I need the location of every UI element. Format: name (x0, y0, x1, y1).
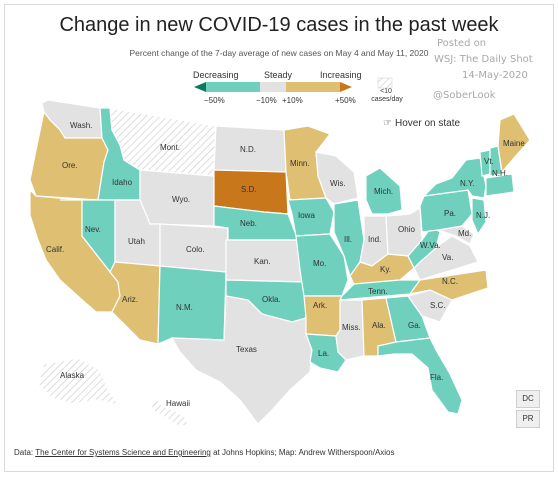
label-tx: Texas (236, 345, 257, 354)
label-or: Ore. (62, 161, 78, 170)
label-nj: N.J. (476, 211, 490, 220)
legend-tick-pos10: +10% (282, 96, 303, 105)
watermark-date: 14-May-2020 (462, 70, 528, 81)
state-ga[interactable] (385, 295, 431, 343)
state-wi[interactable] (315, 151, 359, 205)
label-ms: Miss. (342, 323, 361, 332)
watermark-handle: @SoberLook (433, 90, 496, 101)
source-link[interactable]: The Center for Systems Science and Engin… (35, 448, 211, 457)
label-ny: N.Y. (460, 179, 475, 188)
state-mi[interactable] (365, 167, 403, 215)
state-fl[interactable] (377, 337, 463, 415)
legend-swatch-few-cases (377, 77, 393, 89)
legend-arrow-left (194, 82, 206, 92)
legend-decreasing: Decreasing (193, 70, 239, 80)
legend-swatch-steady (260, 82, 286, 92)
source-suffix: at Johns Hopkins; Map: Andrew Witherspoo… (210, 448, 395, 457)
label-nm: N.M. (176, 303, 193, 312)
legend-few-cases-a: <10 (380, 88, 392, 95)
label-tn: Tenn. (368, 287, 388, 296)
label-nc: N.C. (442, 277, 458, 286)
label-ga: Ga. (408, 321, 421, 330)
legend-tick-neg50: −50% (204, 96, 225, 105)
source-prefix: Data: (14, 448, 36, 457)
label-in: Ind. (368, 235, 381, 244)
legend-arrow-right (340, 82, 352, 92)
label-az: Ariz. (122, 295, 138, 304)
label-al: Ala. (372, 321, 386, 330)
label-mi: Mich. (374, 187, 393, 196)
label-ak: Alaska (60, 371, 85, 380)
state-wv[interactable] (407, 225, 441, 270)
label-mn: Minn. (290, 159, 310, 168)
label-nd: N.D. (240, 145, 256, 154)
state-tx[interactable] (170, 295, 313, 425)
label-la: La. (318, 349, 329, 358)
label-wv: W.Va. (420, 241, 441, 250)
page-subtitle: Percent change of the 7-day average of n… (129, 48, 429, 58)
source-note: Data: The Center for Systems Science and… (14, 448, 395, 457)
legend-steady: Steady (264, 70, 293, 80)
label-ia: Iowa (298, 211, 315, 220)
label-ky: Ky. (380, 265, 391, 274)
state-me[interactable] (497, 113, 531, 174)
label-hi: Hawaii (166, 399, 190, 408)
label-nh: N.H. (492, 169, 508, 178)
state-ak[interactable] (37, 357, 122, 408)
territory-dc-button[interactable]: DC (516, 390, 540, 408)
label-il: Ill. (344, 235, 352, 244)
hover-hint: ☞ Hover on state (383, 118, 460, 129)
label-ks: Kan. (254, 257, 270, 266)
legend-swatch-increasing (286, 82, 340, 92)
label-wa: Wash. (70, 121, 92, 130)
legend-increasing: Increasing (320, 70, 362, 80)
state-hi[interactable] (149, 399, 189, 427)
label-ne: Neb. (240, 219, 257, 228)
label-sd: S.D. (241, 185, 257, 194)
label-ut: Utah (128, 237, 145, 246)
state-az[interactable] (109, 261, 161, 345)
legend-few-cases-b: cases/day (371, 96, 403, 103)
legend-bar (194, 77, 393, 92)
watermark-source: WSJ: The Daily Shot (434, 54, 533, 65)
legend-tick-neg10: −10% (256, 96, 277, 105)
watermark-posted: Posted on (437, 38, 487, 49)
label-ok: Okla. (262, 295, 281, 304)
state-mo[interactable] (295, 233, 349, 297)
label-wy: Wyo. (172, 195, 190, 204)
hand-pointer-icon: ☞ (383, 118, 392, 129)
label-wi: Wis. (330, 179, 346, 188)
label-id: Idaho (112, 178, 133, 187)
label-mt: Mont. (160, 143, 180, 152)
label-ca: Calif. (46, 245, 64, 254)
label-me: Maine (503, 139, 525, 148)
label-fl: Fla. (430, 373, 443, 382)
territory-pr-button[interactable]: PR (516, 410, 540, 428)
state-ny[interactable] (422, 157, 487, 199)
label-md: Md. (458, 229, 471, 238)
label-ar: Ark. (313, 301, 327, 310)
label-nv: Nev. (85, 225, 101, 234)
label-oh: Ohio (398, 225, 415, 234)
label-mo: Mo. (313, 259, 326, 268)
label-co: Colo. (186, 245, 205, 254)
state-ma-ct-ri[interactable] (485, 173, 515, 197)
label-va: Va. (442, 253, 453, 262)
page-title: Change in new COVID-19 cases in the past… (59, 14, 499, 36)
state-nj[interactable] (471, 197, 487, 236)
legend-tick-pos50: +50% (335, 96, 356, 105)
label-pa: Pa. (444, 209, 456, 218)
hover-hint-text: Hover on state (395, 118, 461, 129)
label-sc: S.C. (430, 301, 446, 310)
legend-swatch-decreasing (206, 82, 260, 92)
label-vt: Vt. (484, 157, 494, 166)
